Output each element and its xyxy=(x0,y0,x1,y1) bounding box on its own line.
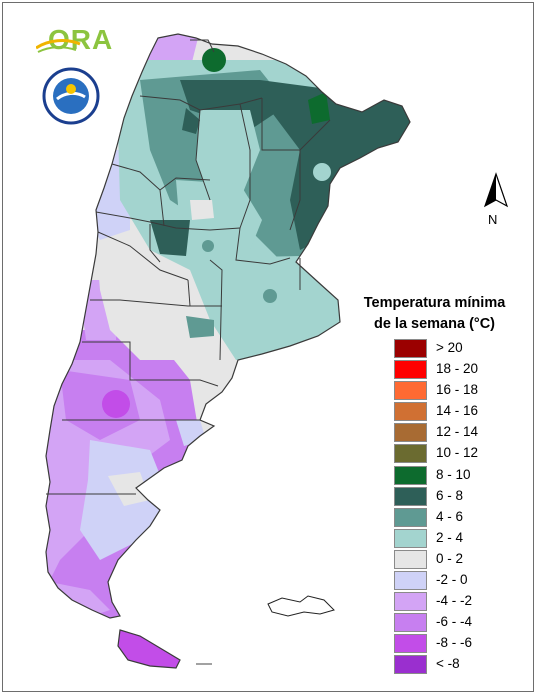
legend-swatch xyxy=(394,381,427,401)
legend-swatch xyxy=(394,592,427,612)
ora-leaf-icon xyxy=(36,39,81,53)
legend-swatch xyxy=(394,339,427,358)
legend-item: 4 - 6 xyxy=(394,507,524,528)
north-label: N xyxy=(488,212,498,227)
ministry-seal-icon xyxy=(42,67,100,125)
legend-label: 14 - 16 xyxy=(436,403,479,419)
legend-swatch xyxy=(394,549,427,569)
legend-item: 14 - 16 xyxy=(394,401,524,422)
legend-swatch xyxy=(394,507,427,527)
legend-swatch xyxy=(394,613,427,633)
legend-label: 6 - 8 xyxy=(436,487,464,503)
legend-item: 0 - 2 xyxy=(394,549,524,570)
legend-item: > 20 xyxy=(394,338,524,359)
legend-label: 4 - 6 xyxy=(436,508,464,524)
legend-label: > 20 xyxy=(436,340,463,355)
legend-label: 2 - 4 xyxy=(436,529,464,545)
legend-label: -6 - -4 xyxy=(436,614,473,630)
legend-label: 12 - 14 xyxy=(436,424,479,440)
legend-item: 18 - 20 xyxy=(394,359,524,380)
legend-item: < -8 xyxy=(394,654,524,675)
legend-item: 16 - 18 xyxy=(394,380,524,401)
north-arrow-icon xyxy=(483,172,509,208)
legend-swatch xyxy=(394,634,427,654)
legend: > 20 18 - 20 16 - 18 14 - 16 12 - 14 10 - 12 8… xyxy=(394,338,524,676)
legend-title: Temperatura mínima de la semana (°C) xyxy=(347,293,522,335)
legend-title-line1: Temperatura mínima xyxy=(363,295,506,311)
legend-swatch xyxy=(394,402,427,422)
legend-item: 8 - 10 xyxy=(394,465,524,486)
legend-swatch xyxy=(394,571,427,591)
legend-swatch xyxy=(394,423,427,443)
legend-item: -4 - -2 xyxy=(394,591,524,612)
legend-title-line2: de la semana (°C) xyxy=(373,316,496,332)
legend-item: -2 - 0 xyxy=(394,570,524,591)
legend-item: 12 - 14 xyxy=(394,422,524,443)
legend-swatch xyxy=(394,528,427,548)
malvinas-islands xyxy=(267,595,335,617)
legend-item: 10 - 12 xyxy=(394,443,524,464)
legend-label: -4 - -2 xyxy=(436,593,473,609)
legend-label: 10 - 12 xyxy=(436,445,479,461)
legend-item: -8 - -6 xyxy=(394,633,524,654)
legend-swatch xyxy=(394,444,427,464)
legend-label: 16 - 18 xyxy=(436,382,479,398)
legend-swatch xyxy=(394,360,427,380)
legend-swatch xyxy=(394,655,427,675)
legend-item: 6 - 8 xyxy=(394,486,524,507)
legend-item: 2 - 4 xyxy=(394,528,524,549)
legend-item: -6 - -4 xyxy=(394,612,524,633)
legend-swatch xyxy=(394,486,427,506)
legend-swatch xyxy=(394,465,427,485)
legend-label: 0 - 2 xyxy=(436,550,464,566)
legend-label: -8 - -6 xyxy=(436,635,473,651)
legend-label: 18 - 20 xyxy=(436,361,479,377)
legend-label: 8 - 10 xyxy=(436,466,471,482)
legend-label: < -8 xyxy=(436,656,460,672)
legend-label: -2 - 0 xyxy=(436,572,468,588)
